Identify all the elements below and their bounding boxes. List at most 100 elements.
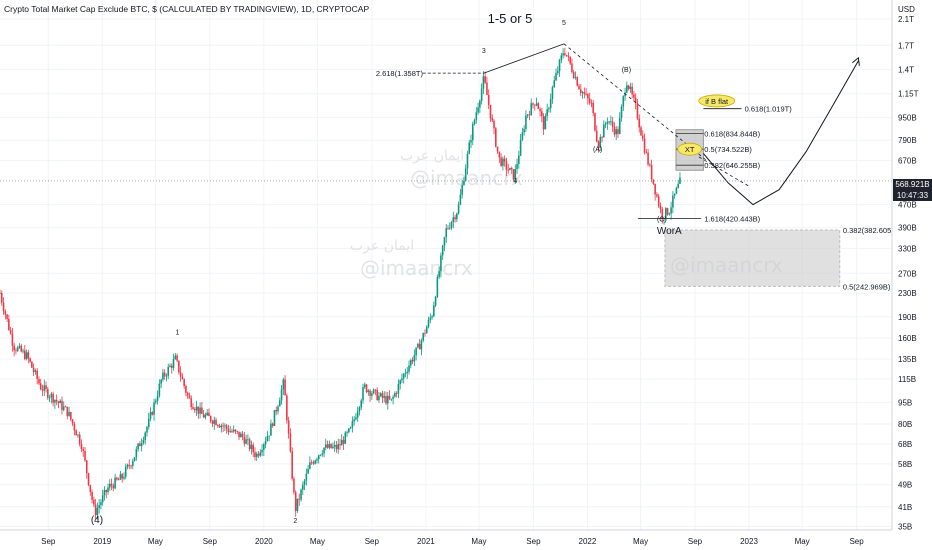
candle-body — [608, 121, 610, 123]
candle-body — [417, 343, 419, 348]
candle-body — [266, 436, 269, 442]
candle-body — [604, 123, 607, 125]
candle-body — [640, 127, 642, 136]
candle-body — [289, 433, 292, 452]
candle-body — [316, 459, 318, 461]
candle-body — [241, 433, 244, 437]
candle-body — [169, 365, 171, 368]
candle-body — [337, 444, 340, 450]
candle-body — [433, 305, 435, 317]
candle-body — [624, 92, 626, 97]
trend-line — [483, 43, 565, 74]
candle-body — [360, 400, 363, 408]
candle-body — [675, 187, 678, 194]
candle-body — [29, 358, 31, 362]
candle-body — [386, 395, 389, 404]
candle-body — [641, 135, 644, 139]
candle-body — [270, 423, 272, 436]
candle-body — [162, 372, 164, 380]
candle-body — [533, 104, 536, 106]
candle-body — [367, 390, 370, 393]
candle-body — [654, 183, 656, 195]
candle-body — [564, 53, 566, 55]
candle-body — [50, 393, 53, 398]
price-axis-unit: USD — [898, 5, 915, 14]
candle-body — [585, 93, 587, 95]
candle-body — [202, 413, 205, 418]
candle-body — [45, 385, 47, 390]
candle-body — [282, 379, 285, 390]
candle-body — [351, 421, 354, 428]
candle-body — [23, 350, 26, 359]
candle-body — [610, 121, 612, 123]
candle-body — [332, 446, 334, 448]
candle-body — [4, 311, 7, 315]
candle-body — [39, 383, 42, 390]
candle-body — [518, 155, 520, 164]
y-tick-label: 190B — [898, 313, 917, 322]
candle-body — [425, 326, 428, 334]
candle-body — [301, 484, 304, 490]
candle-body — [622, 96, 625, 107]
candle-body — [379, 393, 382, 396]
candle-body — [383, 396, 386, 398]
candle-body — [70, 412, 72, 420]
candle-body — [309, 462, 311, 469]
candle-body — [236, 431, 239, 432]
candle-body — [216, 425, 219, 426]
y-tick-label: 790B — [898, 136, 917, 145]
candle-body — [441, 245, 444, 256]
candle-body — [638, 118, 641, 128]
candle-body — [135, 449, 138, 458]
y-tick-label: 49B — [898, 481, 912, 490]
candle-body — [294, 492, 297, 512]
candle-body — [43, 385, 46, 391]
y-tick-label: 160B — [898, 334, 917, 343]
candle-body — [647, 152, 649, 165]
candle-body — [369, 390, 371, 396]
candle-body — [94, 504, 97, 516]
y-tick-label: 950B — [898, 113, 917, 122]
candle-body — [224, 425, 226, 427]
candle-body — [418, 343, 421, 350]
candle-body — [565, 54, 568, 56]
candle-body — [406, 371, 409, 373]
candle-body — [438, 271, 440, 278]
candle-body — [124, 467, 127, 477]
candle-body — [510, 167, 513, 170]
candle-body — [479, 100, 481, 108]
candle-body — [286, 395, 288, 421]
fib-level-label: 2.618(1.358T) — [376, 69, 424, 78]
candle-body — [147, 418, 150, 428]
projection-curve — [703, 60, 859, 206]
wave-label: (B) — [622, 67, 631, 74]
candle-body — [153, 402, 155, 415]
candle-body — [484, 76, 486, 83]
candle-body — [650, 164, 653, 180]
candle-body — [569, 56, 571, 64]
y-tick-label: 330B — [898, 244, 917, 253]
candle-body — [314, 460, 316, 464]
candle-body — [514, 169, 517, 180]
fib-level-label: 0.382(382.605B) — [843, 226, 899, 235]
candle-body — [121, 474, 123, 479]
candle-body — [254, 452, 256, 458]
candle-body — [615, 129, 618, 135]
candle-body — [47, 389, 49, 398]
candle-body — [310, 462, 313, 464]
candle-body — [82, 449, 85, 451]
candle-body — [491, 118, 494, 121]
candle-body — [298, 498, 301, 500]
candle-body — [15, 350, 17, 352]
candle-body — [321, 453, 324, 455]
x-tick-label: 2023 — [740, 537, 758, 546]
candle-body — [659, 206, 662, 210]
candle-body — [229, 431, 231, 433]
candle-body — [429, 317, 432, 320]
candle-body — [408, 365, 410, 372]
candle-body — [335, 444, 338, 450]
candle-body — [190, 398, 193, 408]
fib-level-label: 0.618(1.019T) — [745, 105, 793, 114]
